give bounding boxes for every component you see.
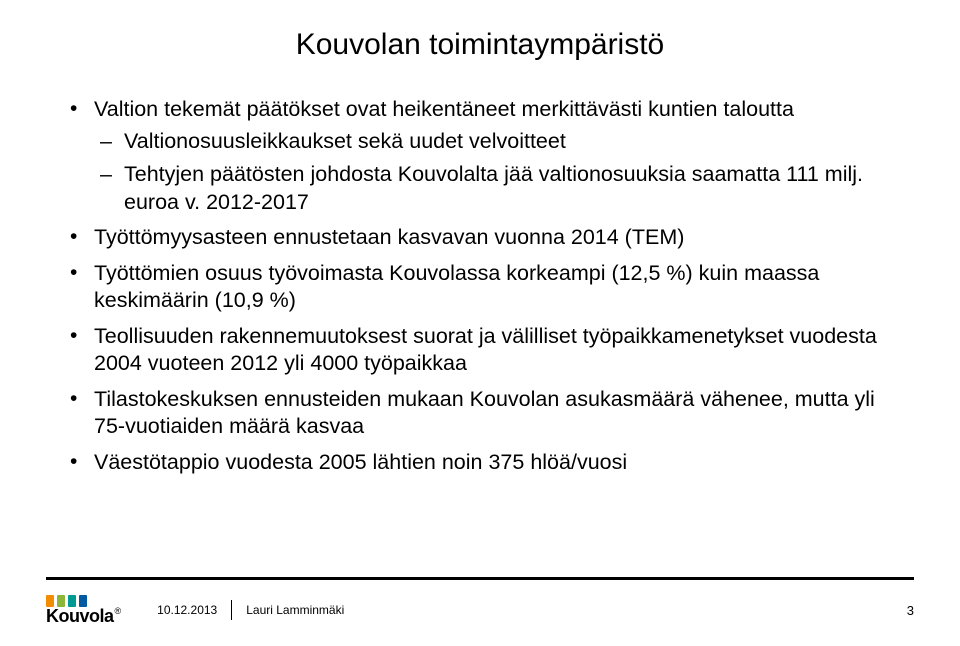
footer: Kouvola® 10.12.2013 Lauri Lamminmäki 3 — [46, 592, 914, 628]
sub-bullet-text: Tehtyjen päätösten johdosta Kouvolalta j… — [124, 162, 863, 214]
page-number: 3 — [907, 603, 914, 618]
footer-author: Lauri Lamminmäki — [246, 603, 344, 617]
footer-divider — [46, 577, 914, 580]
footer-separator — [231, 600, 232, 620]
bullet-item: Tilastokeskuksen ennusteiden mukaan Kouv… — [68, 386, 892, 441]
slide-title: Kouvolan toimintaympäristö — [68, 28, 892, 62]
sub-bullet-item: Valtionosuusleikkaukset sekä uudet velvo… — [94, 128, 892, 156]
bullet-item: Väestötappio vuodesta 2005 lähtien noin … — [68, 449, 892, 477]
footer-date: 10.12.2013 — [157, 603, 217, 617]
sub-bullet-item: Tehtyjen päätösten johdosta Kouvolalta j… — [94, 161, 892, 216]
slide: Kouvolan toimintaympäristö Valtion tekem… — [0, 0, 960, 646]
sub-bullet-text: Valtionosuusleikkaukset sekä uudet velvo… — [124, 129, 566, 153]
bullet-text: Työttömien osuus työvoimasta Kouvolassa … — [94, 261, 819, 313]
sub-bullet-list: Valtionosuusleikkaukset sekä uudet velvo… — [94, 128, 892, 217]
kouvola-logo: Kouvola® — [46, 595, 121, 626]
bullet-text: Teollisuuden rakennemuutoksest suorat ja… — [94, 324, 877, 376]
logo-text: Kouvola — [46, 606, 114, 626]
bullet-text: Valtion tekemät päätökset ovat heikentän… — [94, 97, 794, 121]
bullet-text: Väestötappio vuodesta 2005 lähtien noin … — [94, 450, 627, 474]
bullet-item: Teollisuuden rakennemuutoksest suorat ja… — [68, 323, 892, 378]
bullet-item: Työttömien osuus työvoimasta Kouvolassa … — [68, 260, 892, 315]
bullet-list: Valtion tekemät päätökset ovat heikentän… — [68, 96, 892, 476]
bullet-item: Työttömyysasteen ennustetaan kasvavan vu… — [68, 224, 892, 252]
logo-registered: ® — [115, 606, 122, 616]
bullet-text: Työttömyysasteen ennustetaan kasvavan vu… — [94, 225, 684, 249]
bullet-text: Tilastokeskuksen ennusteiden mukaan Kouv… — [94, 387, 875, 439]
bullet-item: Valtion tekemät päätökset ovat heikentän… — [68, 96, 892, 216]
